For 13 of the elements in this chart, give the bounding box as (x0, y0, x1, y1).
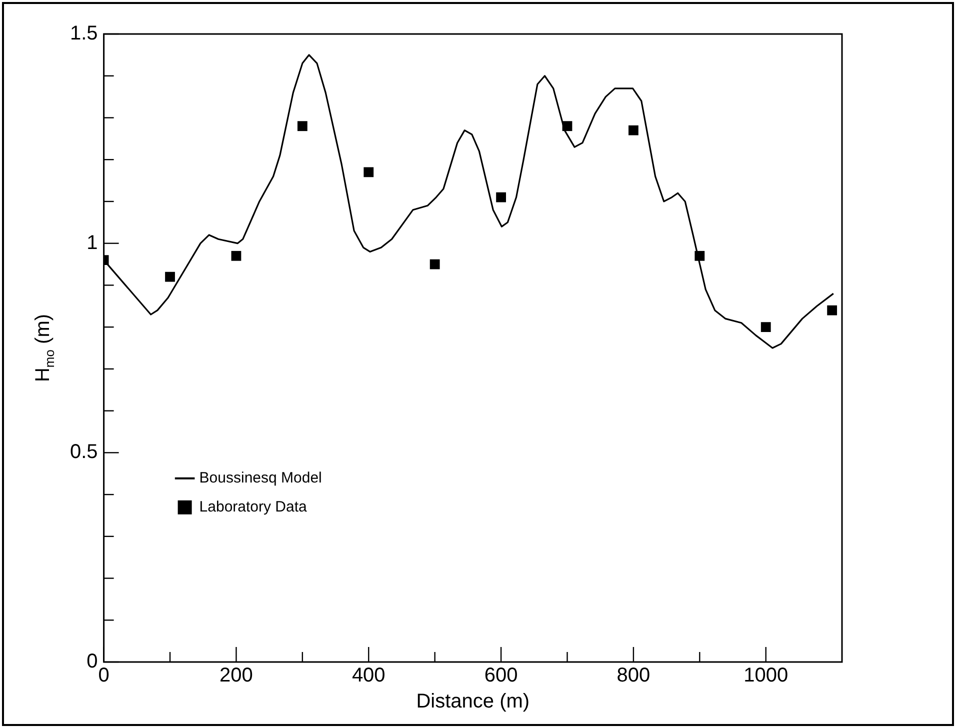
y-tick-label: 0 (86, 650, 98, 673)
legend-label: Laboratory Data (199, 498, 308, 516)
x-tick-label: 200 (220, 664, 253, 687)
y-tick-label: 1.5 (70, 22, 98, 45)
y-axis-title: Hmo (m) (32, 314, 57, 382)
y-tick-label: 1 (86, 232, 98, 254)
x-tick-label: 600 (484, 664, 518, 687)
x-tick-label: 800 (616, 664, 650, 687)
x-tick-label: 400 (352, 664, 386, 687)
y-tick-label: 0.5 (70, 441, 98, 464)
x-tick-label: 1000 (744, 664, 788, 687)
x-axis-title: Distance (m) (416, 690, 530, 713)
legend-label: Boussinesq Model (199, 469, 322, 486)
